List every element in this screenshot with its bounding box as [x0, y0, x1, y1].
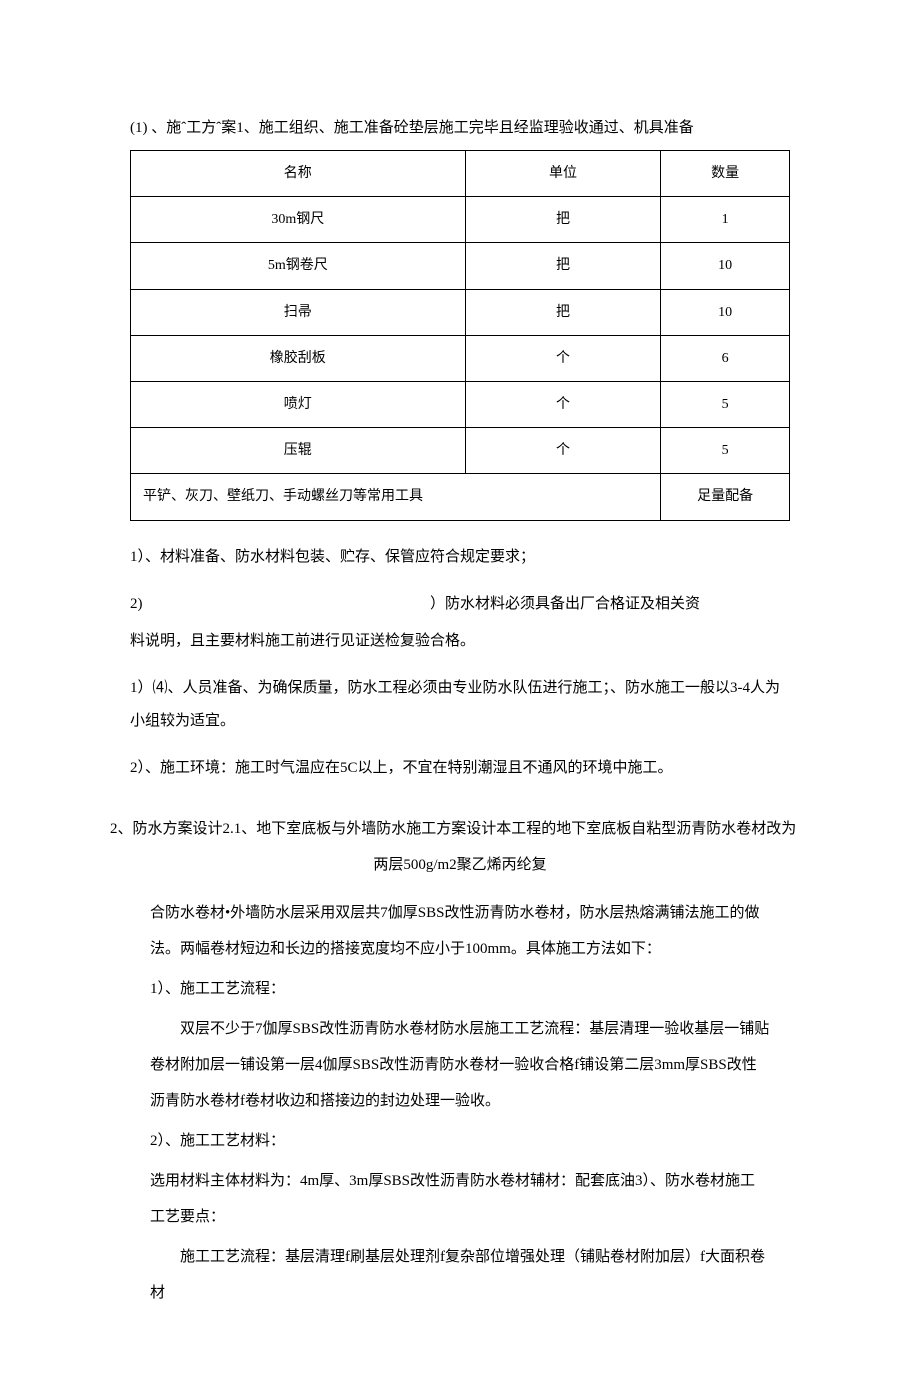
- table-cell: 个: [465, 428, 661, 474]
- table-row: 扫帚把10: [131, 289, 790, 335]
- body-content: 合防水卷材•外墙防水层采用双层共7伽厚SBS改性沥青防水卷材，防水层热熔满铺法施…: [150, 895, 770, 1311]
- body-p6: 施工工艺流程：基层清理f刷基层处理剂f复杂部位增强处理（铺贴卷材附加层）f大面积…: [150, 1239, 770, 1311]
- table-header-name: 名称: [131, 151, 466, 197]
- section-2-title: 2、防水方案设计2.1、地下室底板与外墙防水施工方案设计本工程的地下室底板自粘型…: [110, 813, 810, 846]
- p2-text: ）防水材料必须具备出厂合格证及相关资: [430, 596, 700, 612]
- table-cell: 10: [661, 243, 790, 289]
- body-p4: 2）、施工工艺材料：: [150, 1123, 770, 1159]
- table-cell: 喷灯: [131, 381, 466, 427]
- table-cell: 橡胶刮板: [131, 335, 466, 381]
- table-cell: 30m钢尺: [131, 197, 466, 243]
- table-row: 喷灯个5: [131, 381, 790, 427]
- table-cell: 把: [465, 197, 661, 243]
- table-header-unit: 单位: [465, 151, 661, 197]
- table-cell-merged: 平铲、灰刀、壁纸刀、手动螺丝刀等常用工具: [131, 474, 661, 520]
- table-cell: 5m钢卷尺: [131, 243, 466, 289]
- p2-num: 2): [130, 596, 143, 612]
- table-row: 5m钢卷尺把10: [131, 243, 790, 289]
- table-cell: 压辊: [131, 428, 466, 474]
- body-p1: 合防水卷材•外墙防水层采用双层共7伽厚SBS改性沥青防水卷材，防水层热熔满铺法施…: [150, 895, 770, 967]
- section-2: 2、防水方案设计2.1、地下室底板与外墙防水施工方案设计本工程的地下室底板自粘型…: [110, 813, 810, 879]
- tools-table: 名称 单位 数量 30m钢尺把15m钢卷尺把10扫帚把10橡胶刮板个6喷灯个5压…: [130, 150, 790, 521]
- paragraph-3: 1）⑷、人员准备、为确保质量，防水工程必须由专业防水队伍进行施工；、防水施工一般…: [130, 672, 790, 738]
- paragraph-4: 2）、施工环境：施工时气温应在5C以上，不宜在特别潮湿且不通风的环境中施工。: [130, 752, 790, 785]
- table-cell: 个: [465, 335, 661, 381]
- table-cell: 扫帚: [131, 289, 466, 335]
- table-cell: 足量配备: [661, 474, 790, 520]
- paragraph-2c: 料说明，且主要材料施工前进行见证送检复验合格。: [130, 625, 790, 658]
- table-cell: 5: [661, 381, 790, 427]
- table-cell: 1: [661, 197, 790, 243]
- table-row: 压辊个5: [131, 428, 790, 474]
- table-cell: 10: [661, 289, 790, 335]
- body-p2: 1）、施工工艺流程：: [150, 971, 770, 1007]
- table-cell: 6: [661, 335, 790, 381]
- body-p5: 选用材料主体材料为：4m厚、3m厚SBS改性沥青防水卷材辅材：配套底油3）、防水…: [150, 1163, 770, 1235]
- table-row: 30m钢尺把1: [131, 197, 790, 243]
- table-cell: 把: [465, 289, 661, 335]
- table-cell: 5: [661, 428, 790, 474]
- table-row: 平铲、灰刀、壁纸刀、手动螺丝刀等常用工具足量配备: [131, 474, 790, 520]
- table-cell: 个: [465, 381, 661, 427]
- paragraph-1: 1）、材料准备、防水材料包装、贮存、保管应符合规定要求；: [130, 541, 790, 574]
- body-p3: 双层不少于7伽厚SBS改性沥青防水卷材防水层施工工艺流程：基层清理一验收基层一铺…: [150, 1011, 770, 1119]
- intro-paragraph: (1) 、施ˆ工方ˆ案1、施工组织、施工准备砼垫层施工完毕且经监理验收通过、机具…: [130, 115, 790, 142]
- table-cell: 把: [465, 243, 661, 289]
- table-row: 橡胶刮板个6: [131, 335, 790, 381]
- section-2-subtitle: 两层500g/m2聚乙烯丙纶复: [110, 852, 810, 879]
- paragraph-2: 2) ）防水材料必须具备出厂合格证及相关资: [130, 588, 790, 621]
- table-header-qty: 数量: [661, 151, 790, 197]
